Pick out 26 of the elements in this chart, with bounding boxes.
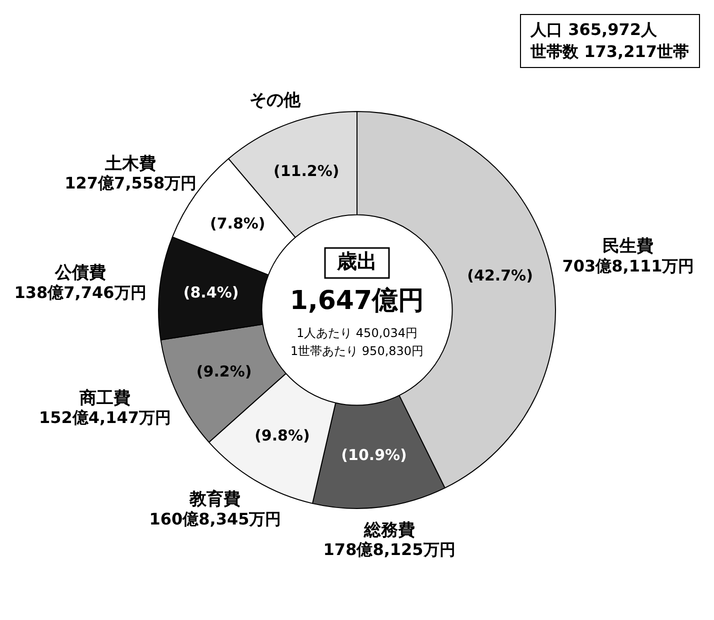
text: 703億8,111万円: [562, 256, 694, 276]
data-label: (7.8%): [210, 214, 266, 232]
text: 歳出: [336, 249, 377, 274]
slice-label: 商工費: [78, 388, 130, 408]
data-label: (42.7%): [467, 266, 533, 284]
slice-label: その他: [249, 90, 302, 111]
text: 127億7,558万円: [64, 174, 197, 193]
slice-label: 総務費: [362, 520, 415, 540]
data-label: (8.4%): [183, 283, 239, 302]
text: 160億8,345万円: [149, 509, 282, 528]
text: 178億8,125万円: [323, 540, 456, 560]
data-label: (9.2%): [196, 362, 252, 380]
slice-label: 民生費: [602, 236, 654, 257]
slice-label: 公債費: [54, 263, 106, 284]
data-label: (10.9%): [341, 446, 407, 464]
data-label: (9.8%): [254, 426, 310, 444]
text: 人口 365,972人: [530, 19, 658, 41]
text: 1人あたり 450,034円: [296, 326, 418, 340]
slice-label: 土木費: [104, 154, 156, 174]
text: 1世帯あたり 950,830円: [290, 344, 424, 358]
data-label: (11.2%): [274, 162, 340, 180]
text: 世帯数 173,217世帯: [530, 41, 689, 63]
text: 138億7,746万円: [14, 282, 146, 302]
text: 152億4,147万円: [38, 408, 172, 428]
slice-label: 教育費: [188, 488, 241, 510]
text: 1,647億円: [290, 286, 424, 316]
